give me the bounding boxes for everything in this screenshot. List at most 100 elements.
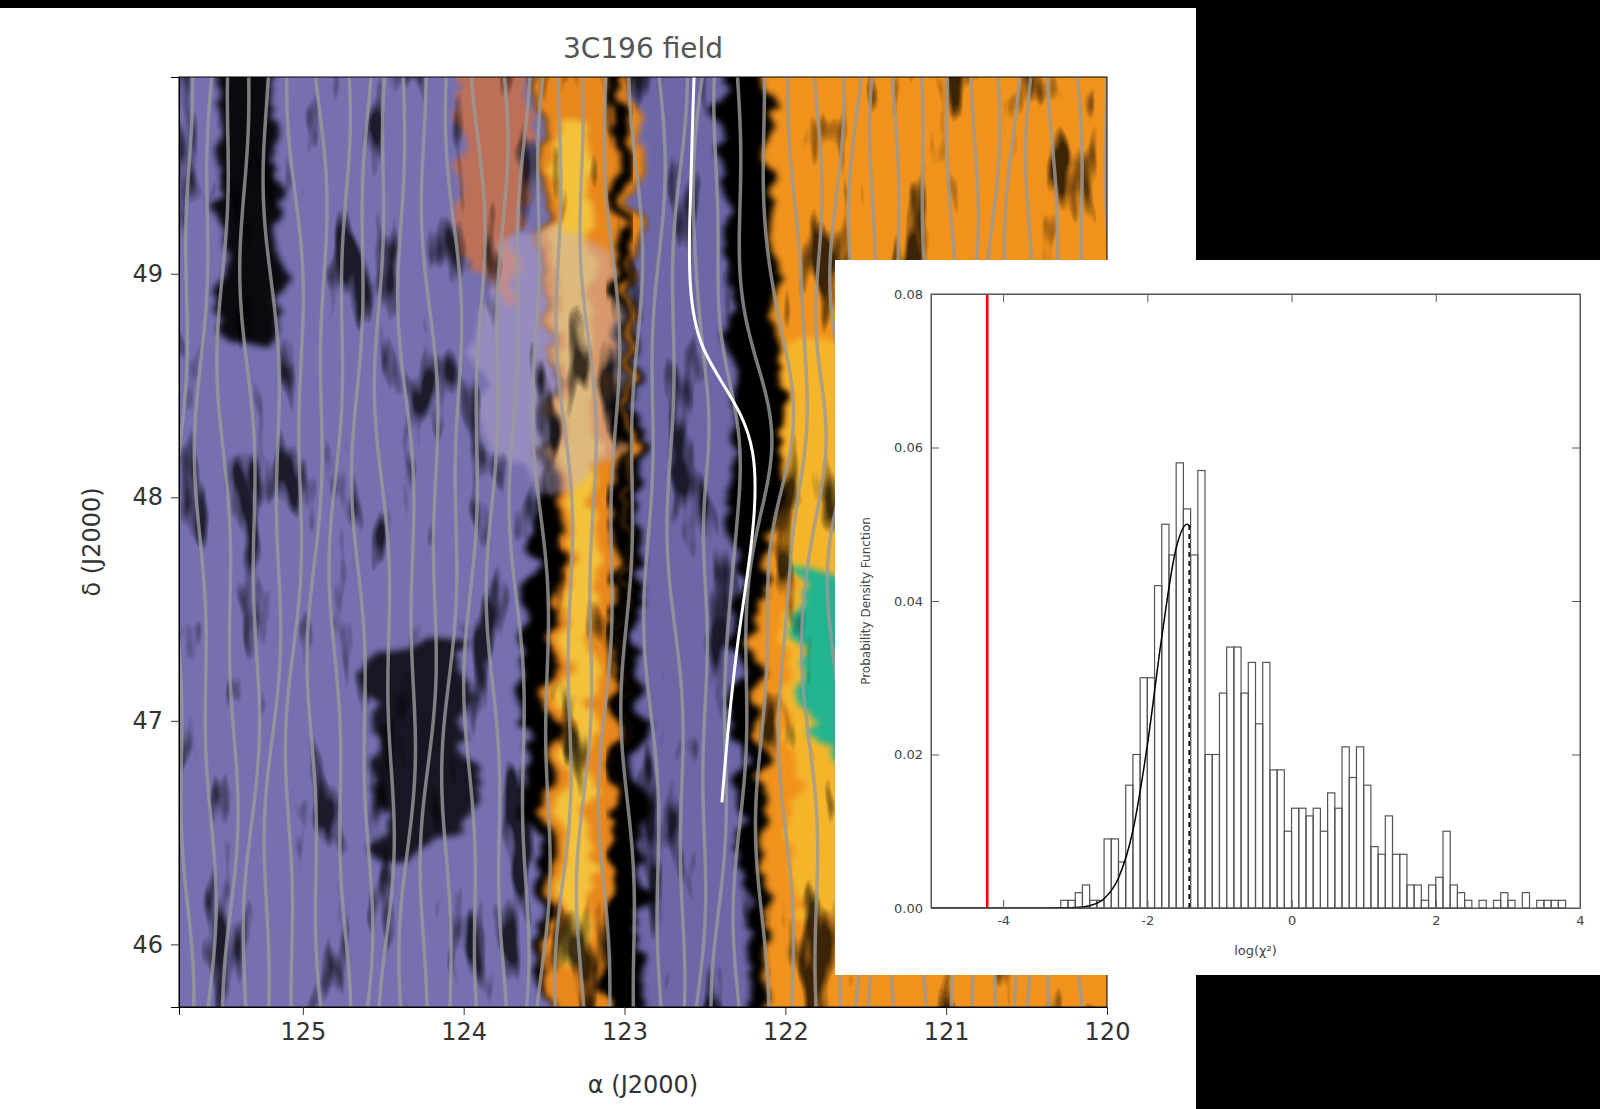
field-line — [486, 77, 508, 1007]
y-right-tick — [1572, 294, 1580, 295]
y-axis-title: Probability Density Function — [859, 517, 873, 685]
histogram-bar — [1313, 808, 1320, 908]
x-top-tick — [1003, 294, 1004, 302]
y-tick: 46 — [132, 931, 179, 959]
y-right-tick — [1572, 448, 1580, 449]
y-tick-mark — [171, 497, 179, 498]
canvas: 125124123122121120464748493C196 fieldα (… — [0, 0, 1600, 1109]
histogram-bar — [1111, 839, 1118, 908]
x-tick-label: -4 — [997, 913, 1010, 928]
field-line — [285, 77, 303, 1007]
field-line — [420, 77, 438, 1007]
histogram-bar — [1342, 747, 1349, 908]
y-axis-line — [171, 78, 180, 1008]
histogram-bar — [1263, 662, 1270, 908]
histogram-bar — [1457, 893, 1464, 908]
y-tick-label: 49 — [132, 260, 163, 288]
x-axis-top — [932, 294, 1581, 302]
histogram-bar — [1205, 755, 1212, 909]
x-tick: 125 — [280, 1007, 326, 1046]
field-line — [217, 77, 238, 1007]
field-line — [374, 77, 394, 1007]
field-line — [555, 77, 573, 1007]
field-line — [644, 77, 666, 1007]
histogram-bar — [1212, 755, 1219, 909]
histogram-bar — [1558, 900, 1565, 908]
y-tick: 0.00 — [894, 901, 939, 916]
field-line — [576, 77, 596, 1007]
x-tick-mark — [625, 1007, 626, 1015]
y-right-tick — [1572, 908, 1580, 909]
field-line — [667, 77, 688, 1007]
histogram-bar — [1407, 885, 1414, 908]
x-top-tick-mark — [1436, 294, 1437, 302]
x-tick-mark — [464, 1007, 465, 1015]
histogram-bar — [1421, 900, 1428, 908]
x-tick-label: 125 — [280, 1018, 326, 1046]
x-tick-mark — [785, 1007, 786, 1015]
histogram-bar — [1320, 831, 1327, 908]
histogram-bar — [1256, 724, 1263, 908]
x-axis-title: α (J2000) — [588, 1071, 698, 1099]
histogram-bar — [1465, 900, 1472, 908]
x-top-tick — [1436, 294, 1437, 302]
histogram-bar — [1328, 793, 1335, 908]
y-right-tick-mark — [1572, 755, 1580, 756]
y-tick: 0.06 — [894, 440, 939, 455]
field-line — [398, 77, 416, 1007]
y-tick: 47 — [132, 707, 179, 735]
x-tick-mark — [1292, 900, 1293, 908]
x-tick-label: 121 — [924, 1018, 970, 1046]
histogram-bar — [1501, 893, 1508, 908]
histogram-bar — [1183, 509, 1190, 908]
field-line — [464, 77, 485, 1007]
x-tick-label: 2 — [1432, 913, 1440, 928]
x-tick: -2 — [1141, 900, 1154, 928]
histogram-bar — [1349, 778, 1356, 908]
histogram-bar — [1544, 900, 1551, 908]
field-line — [240, 77, 260, 1007]
histogram-bar — [1385, 816, 1392, 908]
y-tick-label: 46 — [132, 931, 163, 959]
y-tick-label: 0.08 — [894, 287, 923, 302]
x-axis-line — [932, 908, 1581, 909]
x-tick-label: 120 — [1085, 1018, 1131, 1046]
x-axis: -4-2024 — [932, 900, 1585, 928]
x-top-tick — [1292, 294, 1293, 302]
histogram-bar — [1270, 770, 1277, 908]
reference-line — [1188, 524, 1190, 908]
x-tick-label: 4 — [1576, 913, 1584, 928]
x-tick: 121 — [924, 1007, 970, 1046]
y-tick-mark — [931, 601, 939, 602]
field-line — [532, 77, 550, 1007]
histogram-bar — [1219, 693, 1226, 908]
field-line — [329, 77, 351, 1007]
y-right-tick — [1572, 755, 1580, 756]
histogram-bar — [1306, 816, 1313, 908]
y-tick-mark — [171, 274, 179, 275]
y-right-axis-line — [1580, 295, 1581, 909]
histogram-bar — [1335, 808, 1342, 908]
x-tick: 124 — [441, 1007, 487, 1046]
histogram-bar — [1234, 647, 1241, 908]
histogram-bar — [1292, 808, 1299, 908]
field-line — [621, 77, 643, 1007]
y-tick-mark — [931, 294, 939, 295]
x-tick: 2 — [1432, 900, 1440, 928]
x-top-tick-mark — [1147, 294, 1148, 302]
histogram-bar — [1162, 524, 1169, 908]
histogram-bar — [1400, 854, 1407, 908]
y-tick: 0.02 — [894, 747, 939, 762]
y-tick: 0.04 — [894, 594, 939, 609]
field-line — [351, 77, 372, 1007]
y-tick: 49 — [132, 260, 179, 288]
y-tick-label: 0.06 — [894, 440, 923, 455]
y-tick-label: 47 — [132, 707, 163, 735]
y-right-tick-mark — [1572, 908, 1580, 909]
x-tick-label: -2 — [1141, 913, 1154, 928]
field-line — [755, 77, 793, 1007]
y-tick-mark — [931, 755, 939, 756]
field-line — [509, 77, 530, 1007]
field-line — [693, 77, 709, 1007]
x-tick-mark — [1147, 900, 1148, 908]
